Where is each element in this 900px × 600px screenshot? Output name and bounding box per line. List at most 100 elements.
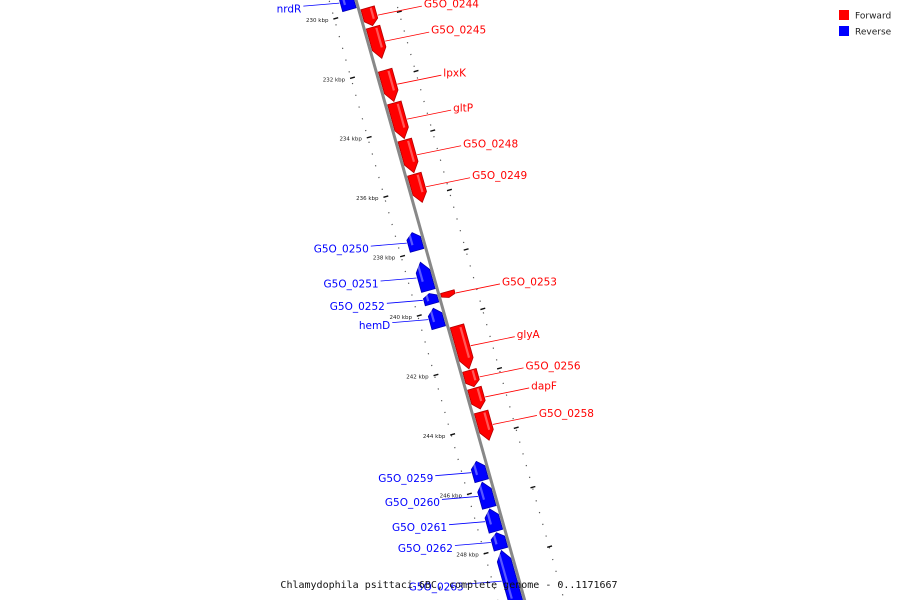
gene-highlight (459, 326, 471, 358)
gene-label: G5O_0250 (314, 244, 369, 256)
tick-mark (446, 188, 453, 192)
gene-highlight (396, 103, 406, 128)
label-leader (465, 580, 502, 585)
gene-arrow[interactable] (339, 0, 357, 13)
tick-label: 234 kbp (339, 137, 362, 143)
tick-mark (399, 254, 406, 258)
label-leader (385, 31, 430, 42)
tick-mark (483, 551, 489, 555)
gene-label: hemD (359, 320, 390, 332)
label-leader (397, 74, 442, 85)
label-leader (485, 387, 530, 398)
gene-arrow[interactable] (440, 289, 456, 298)
tick-mark (333, 16, 339, 20)
label-leader (449, 521, 486, 526)
gene-highlight (387, 70, 395, 91)
gene-arrow[interactable] (406, 232, 425, 253)
gene-label: G5O_0253 (502, 276, 557, 288)
gene-arrow[interactable] (462, 368, 480, 388)
gene-feature[interactable] (360, 5, 379, 27)
gene-arrow[interactable] (397, 137, 419, 174)
gene-feature[interactable] (397, 137, 419, 174)
label-leader (407, 109, 452, 120)
gene-label: G5O_0251 (324, 279, 379, 291)
tick-label: 230 kbp (306, 18, 329, 24)
legend-swatch-reverse (839, 26, 849, 36)
gene-arrow[interactable] (422, 293, 440, 307)
tick-label: 246 kbp (440, 493, 463, 499)
tick-mark (366, 135, 372, 139)
tick-label: 238 kbp (373, 256, 396, 262)
gene-arrow[interactable] (407, 171, 427, 204)
gene-arrow[interactable] (467, 385, 486, 410)
gene-arrow[interactable] (473, 409, 494, 441)
gene-arrow[interactable] (427, 307, 446, 331)
gene-arrow[interactable] (490, 532, 509, 552)
gene-arrow[interactable] (387, 100, 409, 140)
gene-highlight (408, 233, 414, 246)
label-leader (435, 472, 472, 477)
gene-feature[interactable] (365, 24, 387, 59)
gene-feature[interactable] (470, 460, 489, 484)
gene-label: G5O_0258 (539, 408, 594, 420)
gene-highlight (369, 7, 375, 20)
gene-highlight (478, 483, 486, 500)
tick-mark (530, 485, 536, 489)
gene-feature[interactable] (467, 385, 486, 410)
gene-feature[interactable] (449, 323, 474, 370)
gene-arrow[interactable] (360, 5, 379, 27)
legend: Forward Reverse (839, 10, 892, 38)
gene-feature[interactable] (422, 293, 440, 307)
gene-highlight (416, 264, 424, 283)
gene-feature[interactable] (440, 289, 456, 298)
gene-arrow[interactable] (496, 549, 524, 600)
gene-highlight (416, 174, 424, 193)
gene-feature[interactable] (407, 171, 427, 204)
tick-mark (496, 366, 503, 370)
tick-mark (349, 76, 356, 80)
gene-feature[interactable] (415, 261, 436, 293)
tick-mark (466, 492, 472, 496)
gene-feature[interactable] (496, 549, 524, 600)
tick-mark (547, 545, 553, 548)
legend-label-forward: Forward (855, 12, 891, 22)
gene-highlight (407, 140, 416, 163)
gene-feature[interactable] (473, 409, 494, 441)
gene-feature[interactable] (377, 67, 399, 103)
gene-highlight (486, 510, 492, 525)
gene-feature[interactable] (387, 100, 409, 140)
gene-feature[interactable] (339, 0, 357, 13)
gene-arrow[interactable] (484, 508, 504, 534)
gene-feature[interactable] (484, 508, 504, 534)
gene-features (339, 0, 524, 600)
gene-highlight (342, 0, 347, 6)
tick-label: 244 kbp (423, 434, 446, 440)
label-leader (479, 367, 524, 378)
gene-label: dapF (531, 380, 557, 392)
ruler: 230 kbp 232 kbp 234 kbp 236 kbp 238 kbp 240 k… (306, 0, 565, 600)
label-leader (455, 283, 501, 294)
gene-feature[interactable] (406, 232, 425, 253)
label-leader (492, 415, 537, 425)
label-leader (386, 299, 423, 304)
gene-arrow[interactable] (477, 481, 497, 510)
gene-feature[interactable] (427, 307, 446, 331)
tick-label: 236 kbp (356, 196, 379, 202)
label-leader (392, 319, 429, 324)
gene-labels: nrdR G5O_0244 G5O_0245 lpxK gltP G5O_0248 G5O_… (277, 0, 594, 594)
gene-arrow[interactable] (449, 323, 474, 370)
gene-label: G5O_0261 (392, 522, 447, 534)
gene-label: nrdR (277, 4, 302, 16)
tick-mark (383, 195, 389, 198)
gene-arrow[interactable] (377, 67, 399, 103)
gene-highlight (476, 388, 483, 402)
gene-highlight (472, 462, 479, 476)
gene-arrow[interactable] (415, 261, 436, 293)
gene-arrow[interactable] (470, 460, 489, 484)
gene-feature[interactable] (490, 532, 509, 552)
gene-feature[interactable] (477, 481, 497, 510)
gene-feature[interactable] (462, 368, 480, 388)
gene-arrow[interactable] (365, 24, 387, 59)
ruler-track-1 (394, 0, 565, 600)
gene-label: G5O_0259 (378, 473, 433, 485)
